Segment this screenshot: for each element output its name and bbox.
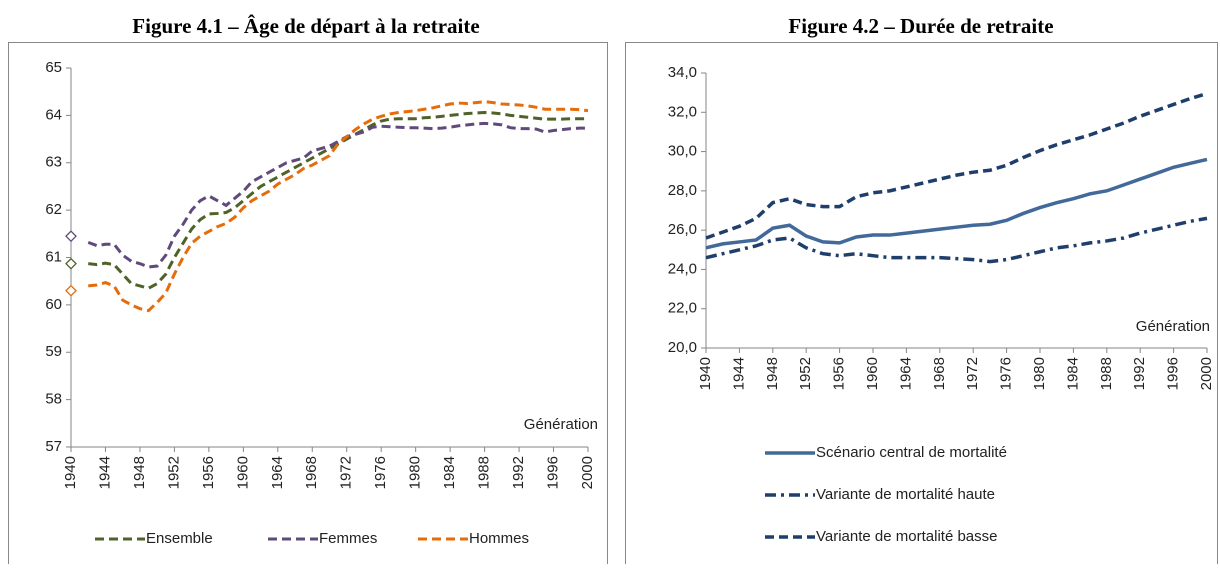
y-tick-label: 24,0 bbox=[668, 260, 697, 277]
x-tick-label: 1976 bbox=[372, 456, 389, 489]
x-tick-label: 1996 bbox=[1165, 357, 1182, 390]
x-tick-label: 1948 bbox=[764, 357, 781, 390]
series-line bbox=[705, 216, 1208, 264]
x-tick-label: 1980 bbox=[407, 456, 424, 489]
y-tick-label: 22,0 bbox=[668, 300, 697, 317]
x-tick-label: 1956 bbox=[200, 456, 217, 489]
x-tick-label: 1948 bbox=[131, 456, 148, 489]
x-tick-label: 1952 bbox=[797, 357, 814, 390]
chart-frame bbox=[625, 42, 1218, 569]
x-tick-label: 1944 bbox=[730, 357, 747, 390]
legend-label: Hommes bbox=[469, 530, 529, 547]
x-tick-label: 1960 bbox=[234, 456, 251, 489]
y-tick-label: 34,0 bbox=[668, 64, 697, 81]
y-tick-label: 63 bbox=[45, 154, 62, 171]
series-line bbox=[87, 121, 588, 269]
point-marker bbox=[65, 257, 77, 270]
chart-title: Figure 4.2 – Durée de retraite bbox=[788, 14, 1053, 38]
x-tick-label: 1972 bbox=[964, 357, 981, 390]
y-tick-label: 64 bbox=[45, 106, 62, 123]
x-tick-label: 1964 bbox=[269, 456, 286, 489]
y-tick-label: 30,0 bbox=[668, 143, 697, 160]
y-tick-label: 65 bbox=[45, 59, 62, 76]
x-tick-label: 1976 bbox=[998, 357, 1015, 390]
x-tick-label: 1992 bbox=[1131, 357, 1148, 390]
x-tick-label: 1992 bbox=[510, 456, 527, 489]
y-tick-label: 62 bbox=[45, 201, 62, 218]
x-tick-label: 1996 bbox=[545, 456, 562, 489]
legend-label: Variante de mortalité haute bbox=[816, 486, 995, 503]
x-tick-label: 1984 bbox=[1064, 357, 1081, 390]
x-tick-label: 1972 bbox=[338, 456, 355, 489]
x-tick-label: 1940 bbox=[697, 357, 714, 390]
y-tick-label: 32,0 bbox=[668, 103, 697, 120]
y-tick-label: 59 bbox=[45, 343, 62, 360]
y-tick-label: 28,0 bbox=[668, 182, 697, 199]
legend-label: Scénario central de mortalité bbox=[816, 444, 1007, 461]
series-line bbox=[88, 100, 589, 313]
series-line bbox=[705, 157, 1208, 250]
point-marker bbox=[65, 230, 77, 243]
x-tick-label: 1980 bbox=[1031, 357, 1048, 390]
x-axis-label: Génération bbox=[1136, 318, 1210, 335]
series-line bbox=[705, 91, 1208, 240]
x-tick-label: 1956 bbox=[831, 357, 848, 390]
y-tick-label: 57 bbox=[45, 438, 62, 455]
x-tick-label: 1988 bbox=[1098, 357, 1115, 390]
chart-frame bbox=[8, 42, 608, 569]
chart-title: Figure 4.1 – Âge de départ à la retraite bbox=[132, 14, 479, 38]
point-marker bbox=[65, 284, 77, 297]
legend-label: Variante de mortalité basse bbox=[816, 528, 998, 545]
y-tick-label: 61 bbox=[45, 248, 62, 265]
x-tick-label: 1988 bbox=[476, 456, 493, 489]
y-tick-label: 60 bbox=[45, 296, 62, 313]
y-tick-label: 20,0 bbox=[668, 339, 697, 356]
x-tick-label: 1968 bbox=[931, 357, 948, 390]
x-axis-label: Génération bbox=[524, 416, 598, 433]
x-tick-label: 1964 bbox=[897, 357, 914, 390]
x-tick-label: 2000 bbox=[1198, 357, 1215, 390]
y-tick-label: 26,0 bbox=[668, 221, 697, 238]
y-tick-label: 58 bbox=[45, 391, 62, 408]
x-tick-label: 1952 bbox=[165, 456, 182, 489]
x-tick-label: 1984 bbox=[441, 456, 458, 489]
x-tick-label: 2000 bbox=[579, 456, 596, 489]
x-tick-label: 1940 bbox=[62, 456, 79, 489]
x-tick-label: 1944 bbox=[96, 456, 113, 489]
legend-label: Ensemble bbox=[146, 530, 213, 547]
x-tick-label: 1968 bbox=[303, 456, 320, 489]
series-line bbox=[88, 111, 588, 290]
legend-label: Femmes bbox=[319, 530, 377, 547]
x-tick-label: 1960 bbox=[864, 357, 881, 390]
